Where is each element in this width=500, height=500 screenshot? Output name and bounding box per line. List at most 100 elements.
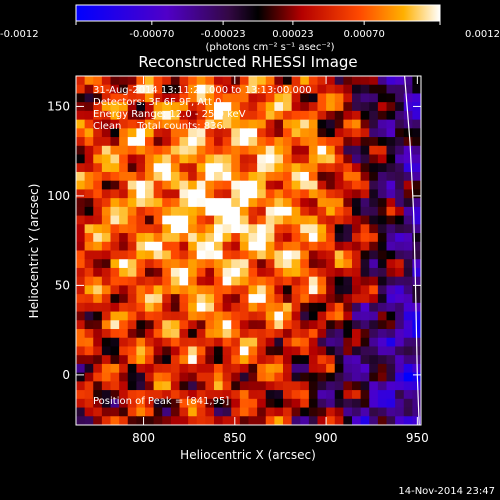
heatmap-cell xyxy=(93,110,103,121)
heatmap-cell xyxy=(326,250,336,260)
heatmap-cell xyxy=(326,259,336,269)
heatmap-cell xyxy=(110,198,120,208)
heatmap-cell xyxy=(326,215,336,225)
heatmap-cell xyxy=(222,390,232,400)
heatmap-cell xyxy=(369,372,379,382)
heatmap-cell xyxy=(265,171,275,182)
heatmap-cell xyxy=(369,276,379,286)
heatmap-cell xyxy=(291,390,301,400)
heatmap-cell xyxy=(136,102,146,112)
heatmap-cell xyxy=(283,119,293,129)
heatmap-cell xyxy=(369,171,379,182)
heatmap-cell xyxy=(300,233,310,243)
heatmap-cell xyxy=(291,215,301,225)
heatmap-cell xyxy=(257,154,267,164)
heatmap-cell xyxy=(239,302,250,313)
heatmap-cell xyxy=(343,355,353,365)
heatmap-cell xyxy=(403,372,413,382)
heatmap-cell xyxy=(170,250,181,260)
x-tick-label: 850 xyxy=(223,431,246,445)
heatmap-cell xyxy=(136,76,146,86)
heatmap-cell xyxy=(412,163,421,173)
heatmap-cell xyxy=(326,363,336,374)
heatmap-cell xyxy=(308,128,319,138)
heatmap-cell xyxy=(222,407,232,417)
heatmap-cell xyxy=(214,241,224,252)
heatmap-cell xyxy=(93,84,103,95)
heatmap-cell xyxy=(179,311,189,321)
heatmap-cell xyxy=(196,346,206,356)
heatmap-cell xyxy=(343,93,353,103)
heatmap-cell xyxy=(231,285,241,295)
heatmap-cell xyxy=(76,329,86,339)
heatmap-cell xyxy=(265,154,275,164)
heatmap-cell xyxy=(145,381,155,391)
heatmap-cell xyxy=(188,180,198,191)
heatmap-cell xyxy=(93,302,103,313)
heatmap-cell xyxy=(239,145,250,156)
heatmap-cell xyxy=(308,416,319,425)
heatmap-cell xyxy=(403,180,413,191)
heatmap-cell xyxy=(377,416,388,425)
heatmap-cell xyxy=(257,102,267,112)
heatmap-cell xyxy=(188,372,198,382)
heatmap-cell xyxy=(214,215,224,225)
heatmap-cell xyxy=(84,267,94,278)
heatmap-cell xyxy=(222,294,232,304)
heatmap-cell xyxy=(76,171,86,182)
heatmap-cell xyxy=(352,276,362,286)
heatmap-cell xyxy=(265,241,275,252)
heatmap-cell xyxy=(214,128,224,138)
heatmap-cell xyxy=(403,363,413,374)
heatmap-cell xyxy=(291,119,301,129)
heatmap-cell xyxy=(119,390,129,400)
heatmap-cell xyxy=(248,110,258,121)
heatmap-cell xyxy=(153,198,163,208)
heatmap-cell xyxy=(377,171,388,182)
heatmap-cell xyxy=(179,180,189,191)
heatmap-cell xyxy=(360,329,370,339)
heatmap-cell xyxy=(386,84,396,95)
heatmap-cell xyxy=(93,137,103,147)
heatmap-cell xyxy=(127,110,137,121)
heatmap-cell xyxy=(239,311,250,321)
heatmap-cell xyxy=(300,154,310,164)
heatmap-cell xyxy=(291,171,301,182)
heatmap-cell xyxy=(222,154,232,164)
heatmap-cell xyxy=(170,76,181,86)
heatmap-cell xyxy=(257,398,267,409)
heatmap-cell xyxy=(196,320,206,330)
heatmap-cell xyxy=(179,189,189,199)
heatmap-cell xyxy=(188,154,198,164)
heatmap-cell xyxy=(127,363,137,374)
heatmap-cell xyxy=(162,119,172,129)
heatmap-cell xyxy=(283,416,293,425)
heatmap-cell xyxy=(352,346,362,356)
heatmap-cell xyxy=(274,285,284,295)
heatmap-cell xyxy=(205,259,215,269)
heatmap-cell xyxy=(119,407,129,417)
heatmap-cell xyxy=(101,320,112,330)
heatmap-cell xyxy=(145,311,155,321)
heatmap-cell xyxy=(326,198,336,208)
heatmap-cell xyxy=(386,267,396,278)
heatmap-cell xyxy=(403,145,413,156)
heatmap-cell xyxy=(162,407,172,417)
heatmap-cell xyxy=(93,276,103,286)
heatmap-cell xyxy=(127,206,137,217)
heatmap-cell xyxy=(369,250,379,260)
heatmap-cell xyxy=(101,416,112,425)
heatmap-cell xyxy=(76,416,86,425)
heatmap-cell xyxy=(317,320,327,330)
heatmap-cell xyxy=(127,154,137,164)
heatmap-cell xyxy=(231,189,241,199)
heatmap-cell xyxy=(395,198,405,208)
heatmap-cell xyxy=(214,267,224,278)
heatmap-cell xyxy=(343,302,353,313)
heatmap-cell xyxy=(291,329,301,339)
heatmap-cell xyxy=(84,154,94,164)
heatmap-cell xyxy=(326,276,336,286)
heatmap-cell xyxy=(119,416,129,425)
heatmap-cell xyxy=(214,372,224,382)
heatmap-cell xyxy=(403,128,413,138)
